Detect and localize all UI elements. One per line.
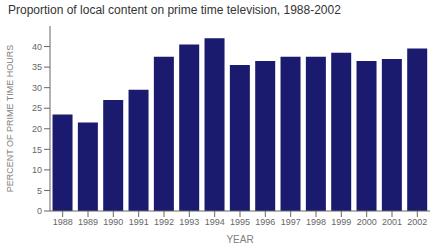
svg-text:10: 10 <box>32 165 42 175</box>
svg-text:1991: 1991 <box>129 217 149 227</box>
svg-text:2002: 2002 <box>407 217 427 227</box>
svg-text:30: 30 <box>32 83 42 93</box>
svg-text:2001: 2001 <box>382 217 402 227</box>
svg-text:1990: 1990 <box>103 217 123 227</box>
svg-text:5: 5 <box>37 186 42 196</box>
svg-text:1996: 1996 <box>255 217 275 227</box>
svg-text:2000: 2000 <box>357 217 377 227</box>
svg-text:1997: 1997 <box>281 217 301 227</box>
html-text:Proportion of local content on: Proportion of local content on prime tim… <box>8 3 341 17</box>
svg-text:1993: 1993 <box>179 217 199 227</box>
svg-text:1988: 1988 <box>53 217 73 227</box>
svg-text:YEAR: YEAR <box>226 234 253 245</box>
svg-text:1989: 1989 <box>78 217 98 227</box>
svg-text:35: 35 <box>32 62 42 72</box>
svg-text:1994: 1994 <box>205 217 225 227</box>
svg-text:20: 20 <box>32 124 42 134</box>
svg-text:1995: 1995 <box>230 217 250 227</box>
svg-text:40: 40 <box>32 42 42 52</box>
svg-text:15: 15 <box>32 145 42 155</box>
svg-text:0: 0 <box>37 206 42 216</box>
svg-text:1998: 1998 <box>306 217 326 227</box>
svg-text:1992: 1992 <box>154 217 174 227</box>
svg-text:25: 25 <box>32 103 42 113</box>
svg-text:PERCENT OF PRIME TIME HOURS: PERCENT OF PRIME TIME HOURS <box>8 45 15 193</box>
svg-text:1999: 1999 <box>331 217 351 227</box>
